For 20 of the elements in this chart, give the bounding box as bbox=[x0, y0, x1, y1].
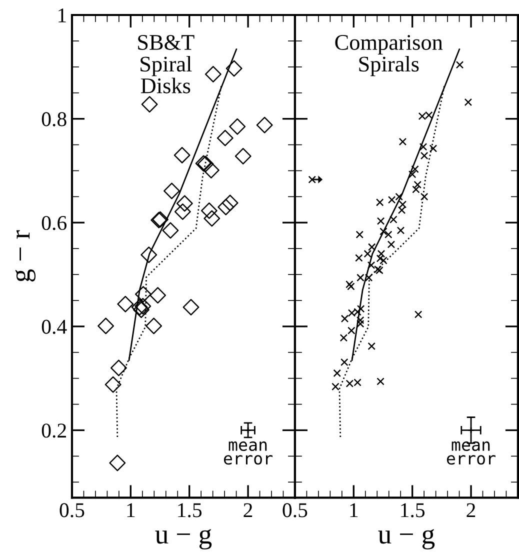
y-tick-label: 0.8 bbox=[42, 112, 66, 126]
x-tick-label: 2 bbox=[244, 503, 252, 518]
x-tick-label: 1.5 bbox=[178, 503, 202, 518]
x-tick-label: 1 bbox=[350, 503, 358, 518]
y-tick-label: 0.6 bbox=[42, 216, 67, 230]
x-tick-label: 2 bbox=[466, 503, 476, 518]
annotation: Comparison Spirals bbox=[335, 35, 443, 76]
x-axis-title: u − g bbox=[378, 529, 435, 550]
annotation: SB&T Spiral Disks bbox=[138, 34, 194, 94]
y-axis-title: g − r bbox=[15, 230, 36, 282]
x-tick-label: 0.5 bbox=[282, 503, 308, 518]
x-axis-title: u − g bbox=[155, 529, 212, 550]
x-tick-label: 1 bbox=[127, 503, 135, 518]
x-tick-label: 1.5 bbox=[401, 503, 425, 518]
y-tick-label: 0.2 bbox=[42, 424, 66, 438]
annotation: mean error bbox=[224, 441, 272, 465]
annotation: mean error bbox=[446, 441, 496, 465]
x-tick-label: 0.5 bbox=[60, 503, 84, 518]
y-tick-label: 1 bbox=[58, 8, 66, 22]
y-tick-label: 0.4 bbox=[42, 320, 67, 334]
